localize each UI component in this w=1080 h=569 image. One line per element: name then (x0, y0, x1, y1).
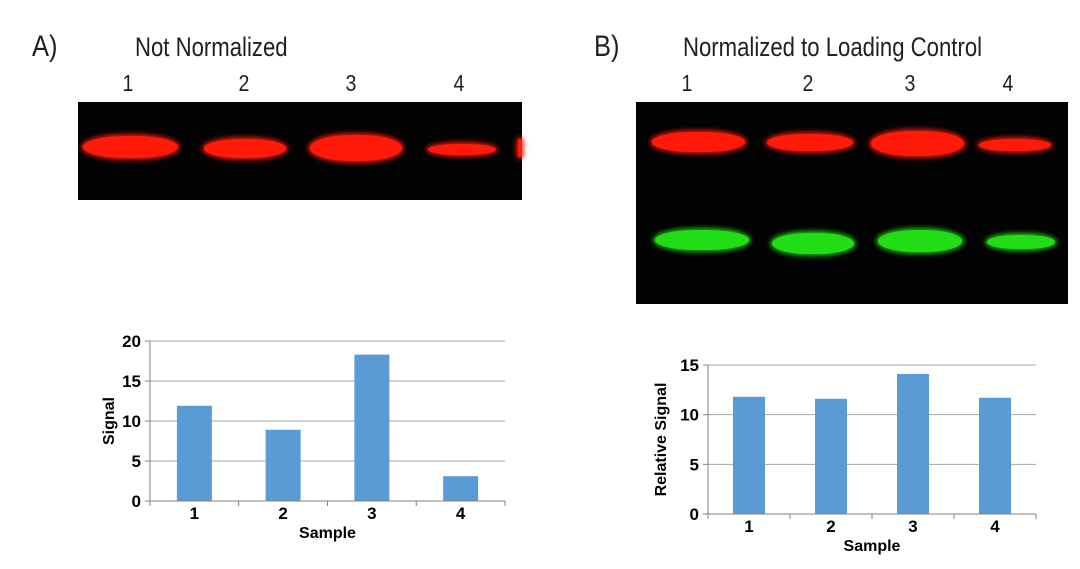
bar (815, 398, 847, 514)
y-tick-label: 20 (122, 332, 141, 351)
x-tick-label: 4 (990, 517, 1000, 536)
panel-b-lane-label: 4 (1002, 70, 1014, 96)
x-tick-label: 3 (367, 504, 376, 523)
y-tick-label: 5 (132, 452, 141, 471)
red-band-lane-3 (871, 131, 964, 156)
red-band-edge (518, 139, 522, 157)
red-band-lane-4 (428, 144, 496, 155)
chart-signal: 0 5 10 15 20 1 2 3 4 Sample Signal (101, 332, 506, 542)
panel-b-letter: B) (594, 30, 620, 63)
panel-a-lane-label: 2 (238, 70, 250, 96)
panel-a-lane-label: 1 (122, 70, 134, 96)
green-band-lane-1 (655, 230, 749, 250)
y-tick-label: 15 (122, 372, 141, 391)
bar (176, 405, 212, 501)
red-band-lane-2 (767, 134, 853, 151)
y-tick-label: 10 (680, 406, 699, 425)
panel-b-lane-label: 2 (802, 70, 814, 96)
bar (265, 429, 301, 501)
panel-a-title: Not Normalized (135, 32, 288, 62)
y-tick-label: 5 (690, 455, 699, 474)
y-tick-label: 0 (690, 505, 699, 524)
x-axis-title: Sample (844, 538, 901, 555)
x-tick-label: 1 (744, 517, 753, 536)
red-band-lane-4 (979, 139, 1051, 151)
x-axis-title: Sample (299, 525, 356, 542)
green-band-lane-2 (772, 233, 854, 254)
green-band-lane-3 (878, 230, 962, 252)
red-band-lane-2 (204, 139, 286, 158)
y-axis-title: Signal (101, 397, 118, 445)
red-band-lane-1 (652, 132, 745, 152)
red-band-lane-1 (83, 136, 178, 158)
panel-b-lane-label: 3 (904, 70, 916, 96)
y-axis-title: Relative Signal (653, 383, 670, 497)
x-tick-label: 3 (908, 517, 917, 536)
bar (979, 397, 1011, 514)
x-tick-label: 4 (456, 504, 466, 523)
panel-b-western-blot (636, 102, 1068, 304)
bar (733, 396, 765, 514)
panel-a-lane-label: 4 (453, 70, 465, 96)
y-tick-label: 0 (132, 492, 141, 511)
y-tick-label: 15 (680, 356, 699, 375)
green-band-lane-4 (987, 235, 1055, 249)
panel-b-title: Normalized to Loading Control (683, 32, 983, 62)
x-tick-label: 1 (190, 504, 199, 523)
chart-relative-signal: 0 5 10 15 1 2 3 4 Sample Relative Signal (653, 356, 1037, 555)
bar (354, 354, 390, 501)
bar (897, 373, 929, 514)
y-tick-label: 10 (122, 412, 141, 431)
x-tick-label: 2 (826, 517, 835, 536)
panel-a-lane-label: 3 (345, 70, 357, 96)
bar (443, 476, 479, 501)
panel-b-lane-label: 1 (681, 70, 693, 96)
panel-a-letter: A) (32, 30, 58, 63)
red-band-lane-3 (310, 135, 402, 161)
panel-a-western-blot (78, 102, 522, 200)
x-tick-label: 2 (278, 504, 287, 523)
